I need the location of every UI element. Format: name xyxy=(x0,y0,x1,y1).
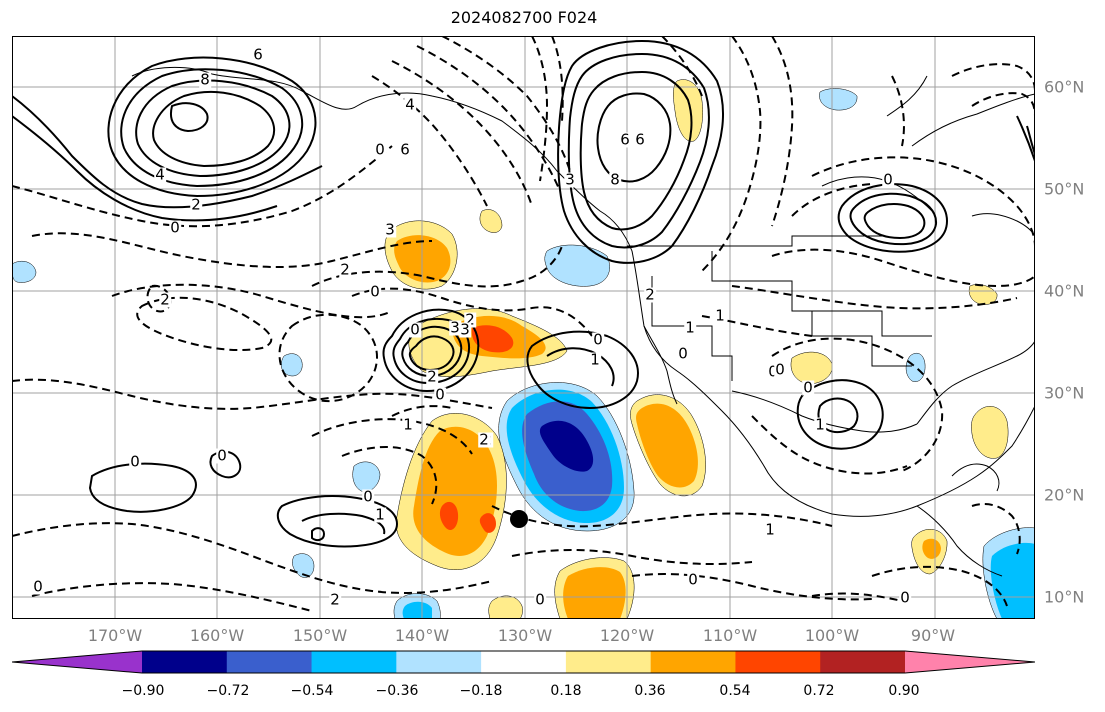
colorbar-over-triangle xyxy=(905,651,1035,673)
map-panel xyxy=(12,36,1035,619)
contour-value-label: 2 xyxy=(339,260,351,279)
contour-value-label: 0 xyxy=(169,218,181,237)
contour-value-label: 2 xyxy=(159,290,171,309)
contour-value-label: 6 xyxy=(252,45,264,64)
contour-value-label: 2 xyxy=(190,195,202,214)
lon-label-170w: 170°W xyxy=(87,626,143,645)
colorbar-tick-label: 0.72 xyxy=(803,683,835,699)
contour-value-label: 6 xyxy=(634,130,646,149)
colorbar-tick-label: 0.36 xyxy=(634,683,666,699)
lon-label-100w: 100°W xyxy=(804,626,860,645)
contour-value-label: 1 xyxy=(374,505,386,524)
lon-label-160w: 160°W xyxy=(189,626,245,645)
colorbar-bin xyxy=(142,651,228,673)
contour-value-label: 0 xyxy=(882,170,894,189)
colorbar-tick-label: −0.36 xyxy=(375,683,419,699)
contour-value-label: 3 xyxy=(564,170,576,189)
contour-value-label: 3 xyxy=(449,318,461,337)
contour-value-label: 0 xyxy=(534,590,546,609)
contour-value-label: 6 xyxy=(399,140,411,159)
shading-layer xyxy=(12,79,1035,619)
colorbar-bin xyxy=(396,651,482,673)
contour-value-label: 0 xyxy=(592,330,604,349)
contour-value-label: 0 xyxy=(369,282,381,301)
colorbar xyxy=(12,650,1035,674)
contour-value-label: 1 xyxy=(589,350,601,369)
contour-value-label: 0 xyxy=(374,140,386,159)
contour-value-label: 0 xyxy=(129,452,141,471)
contour-value-label: 0 xyxy=(802,378,814,397)
lon-label-90w: 90°W xyxy=(910,626,956,645)
lat-label-40n: 40°N xyxy=(1044,281,1085,301)
contour-value-label: 0 xyxy=(32,577,44,596)
contour-value-label: 2 xyxy=(426,367,438,386)
contour-value-label: 0 xyxy=(677,344,689,363)
contour-value-label: 8 xyxy=(609,170,621,189)
colorbar-tick-label: 0.90 xyxy=(888,683,920,699)
colorbar-tick-label: −0.18 xyxy=(459,683,503,699)
lat-label-30n: 30°N xyxy=(1044,383,1085,403)
graticule xyxy=(12,36,1035,619)
contour-value-label: 4 xyxy=(154,165,166,184)
contour-value-label: 4 xyxy=(404,95,416,114)
colorbar-tick-label: −0.54 xyxy=(290,683,334,699)
colorbar-bin xyxy=(735,651,821,673)
lon-label-120w: 120°W xyxy=(599,626,655,645)
contour-lines xyxy=(12,36,1035,612)
colorbar-bin xyxy=(226,651,313,673)
contour-value-label: 6 xyxy=(619,130,631,149)
colorbar-bin xyxy=(820,651,906,673)
contour-value-label: 2 xyxy=(329,590,341,609)
colorbar-bin xyxy=(481,651,567,673)
colorbar-tick-label: 0.18 xyxy=(550,683,582,699)
contour-value-label: 1 xyxy=(714,306,726,325)
chart-title: 2024082700 F024 xyxy=(450,8,598,27)
colorbar-bin xyxy=(565,651,652,673)
lon-label-150w: 150°W xyxy=(292,626,348,645)
contour-value-label: 8 xyxy=(199,70,211,89)
contour-value-label: 0 xyxy=(362,487,374,506)
contour-value-label: 2 xyxy=(464,310,476,329)
lon-label-130w: 130°W xyxy=(497,626,553,645)
contour-value-label: 2 xyxy=(644,285,656,304)
contour-value-label: 1 xyxy=(764,520,776,539)
lat-label-20n: 20°N xyxy=(1044,485,1085,505)
contour-value-label: 3 xyxy=(459,320,471,339)
contour-value-label: 0 xyxy=(767,362,779,381)
contour-value-label: 3 xyxy=(384,220,396,239)
contour-value-label: 2 xyxy=(478,430,490,449)
contour-value-label: 0 xyxy=(687,570,699,589)
colorbar-bin xyxy=(311,651,397,673)
contour-value-label: 1 xyxy=(402,415,414,434)
lon-label-140w: 140°W xyxy=(394,626,450,645)
track-point-marker xyxy=(510,510,528,528)
colorbar-under-triangle xyxy=(12,651,142,673)
lat-label-50n: 50°N xyxy=(1044,179,1085,199)
contour-value-label: 0 xyxy=(899,588,911,607)
colorbar-tick-label: −0.72 xyxy=(206,683,250,699)
lon-label-110w: 110°W xyxy=(702,626,758,645)
colorbar-tick-label: −0.90 xyxy=(121,683,165,699)
contour-value-label: 1 xyxy=(684,318,696,337)
contour-value-label: 0 xyxy=(409,320,421,339)
colorbar-bin xyxy=(650,651,736,673)
coastlines xyxy=(131,67,1035,577)
contour-value-label: 0 xyxy=(434,385,446,404)
lat-label-10n: 10°N xyxy=(1044,587,1085,607)
contour-value-label: 0 xyxy=(216,446,228,465)
contour-value-label: 0 xyxy=(774,360,786,379)
contour-value-label: 1 xyxy=(814,415,826,434)
lat-label-60n: 60°N xyxy=(1044,77,1085,97)
colorbar-tick-label: 0.54 xyxy=(719,683,751,699)
